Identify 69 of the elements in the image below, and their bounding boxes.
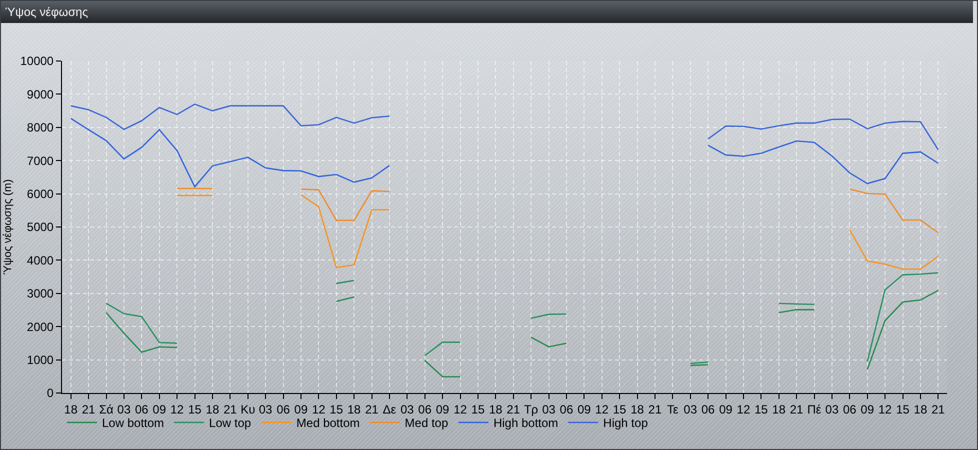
x-tick-label: 15 <box>754 402 768 416</box>
legend-label: Low top <box>209 416 252 430</box>
x-tick-label: Σά <box>99 402 114 416</box>
x-tick-label: 03 <box>258 402 273 416</box>
y-tick-label: 7000 <box>26 154 54 168</box>
y-tick-label: 2000 <box>26 320 54 334</box>
x-tick-label: 03 <box>117 402 131 416</box>
x-tick-label: 06 <box>418 402 432 416</box>
x-tick-label: 18 <box>64 402 78 416</box>
x-tick-label: Κυ <box>240 402 256 416</box>
x-tick-label: 03 <box>400 402 414 416</box>
x-tick-label: 09 <box>860 402 874 416</box>
y-tick-label: 8000 <box>26 120 54 135</box>
x-tick-label: 12 <box>595 402 609 416</box>
x-tick-label: 12 <box>736 402 750 416</box>
chart-title: Ύψος νέφωσης <box>5 5 88 19</box>
x-tick-label: 18 <box>206 402 220 416</box>
y-tick-label: 4000 <box>26 253 54 268</box>
x-tick-label: Τρ <box>524 402 538 416</box>
x-tick-label: 18 <box>347 402 362 416</box>
x-tick-label: 03 <box>684 402 698 416</box>
x-tick-label: 15 <box>471 402 485 416</box>
x-tick-label: 15 <box>612 402 627 416</box>
x-tick-label: 18 <box>772 402 786 416</box>
x-tick-label: 12 <box>312 402 326 416</box>
x-tick-label: 21 <box>648 402 662 416</box>
legend-label: High bottom <box>493 416 558 430</box>
x-tick-label: 21 <box>223 402 238 416</box>
x-tick-label: 21 <box>790 402 804 416</box>
x-tick-label: 06 <box>276 402 290 416</box>
x-tick-label: 09 <box>436 402 450 416</box>
x-tick-label: 12 <box>454 402 468 416</box>
y-tick-label: 6000 <box>26 187 54 201</box>
x-tick-label: 21 <box>365 402 379 416</box>
legend-label: Med bottom <box>296 416 360 430</box>
x-tick-label: 06 <box>842 402 857 416</box>
y-tick-label: 10000 <box>20 54 54 68</box>
x-tick-label: 12 <box>878 402 892 416</box>
x-tick-label: 12 <box>170 402 184 416</box>
x-tick-label: 06 <box>560 402 574 416</box>
x-tick-label: 09 <box>577 402 592 416</box>
x-tick-label: 09 <box>719 402 733 416</box>
y-tick-label: 5000 <box>26 220 54 234</box>
x-tick-label: Πέ <box>807 402 822 416</box>
x-tick-label: 06 <box>134 402 149 416</box>
legend-label: Med top <box>404 416 448 430</box>
x-tick-label: 21 <box>506 402 520 416</box>
y-tick-label: 0 <box>46 386 54 400</box>
x-tick-label: 15 <box>188 402 202 416</box>
y-tick-label: 3000 <box>26 286 54 301</box>
x-tick-label: 09 <box>152 402 166 416</box>
y-tick-label: 9000 <box>26 87 54 102</box>
x-tick-label: Δε <box>382 402 397 416</box>
x-tick-label: 18 <box>914 402 928 416</box>
x-tick-label: 21 <box>931 402 946 416</box>
x-tick-label: 15 <box>896 402 910 416</box>
x-tick-label: 09 <box>294 402 308 416</box>
legend-label: High top <box>603 416 648 430</box>
x-tick-label: Τε <box>666 402 679 416</box>
x-tick-label: 18 <box>488 402 503 416</box>
x-tick-label: 15 <box>330 402 344 416</box>
x-tick-label: 18 <box>630 402 644 416</box>
y-axis-title: Ύψος νέφωσης (m) <box>2 179 14 275</box>
y-tick-label: 1000 <box>26 353 54 367</box>
x-tick-label: 03 <box>542 402 556 416</box>
x-tick-label: 03 <box>825 402 839 416</box>
x-tick-label: 21 <box>82 402 96 416</box>
legend-label: Low bottom <box>102 416 164 430</box>
x-tick-label: 06 <box>701 402 716 416</box>
